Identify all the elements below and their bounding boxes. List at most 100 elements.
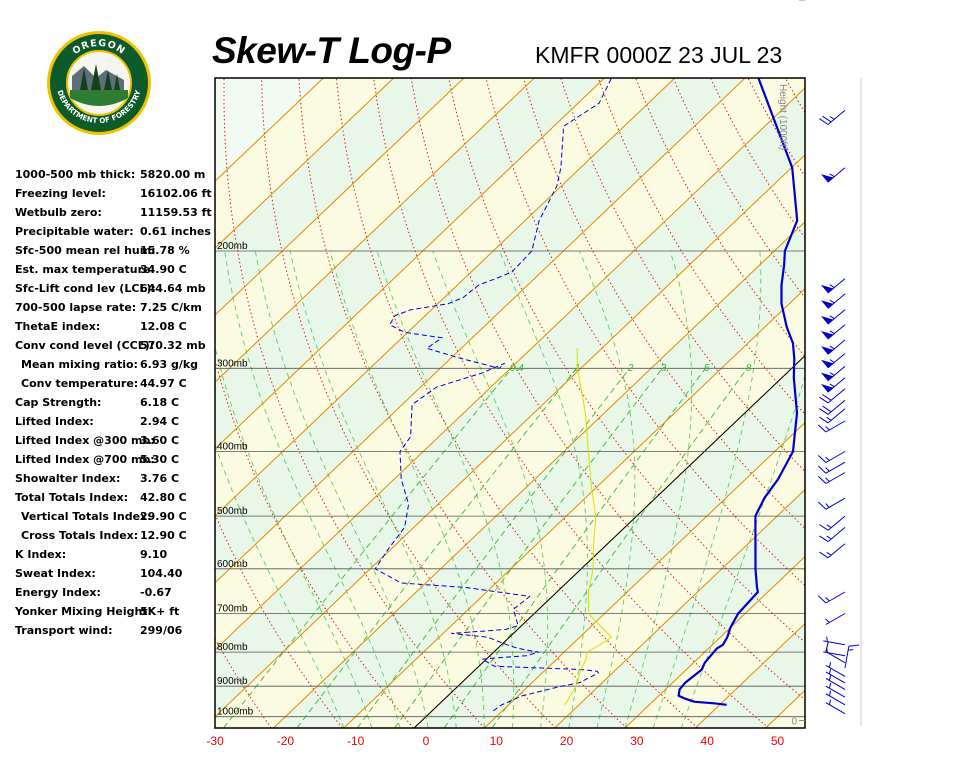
height-tick-label: 10 (786, 0, 798, 3)
pressure-tick-label: 400mb (217, 442, 248, 453)
stat-value: 644.64 mb (140, 282, 206, 295)
stat-row: 1000-500 mb thick: 5820.00 m (15, 168, 215, 187)
wind-barb (825, 668, 846, 684)
mixing-ratio-line (443, 368, 706, 728)
stat-value: 6.18 C (140, 396, 180, 409)
stat-row: Conv temperature: 44.97 C (15, 377, 215, 396)
height-tick-label: 15 (786, 0, 798, 3)
wind-barb (820, 167, 846, 183)
isotherm-line (215, 78, 605, 450)
wind-barb (820, 366, 846, 382)
stat-row: Sfc-Lift cond lev (LCL): 644.64 mb (15, 282, 215, 301)
stat-label: Est. max temperature: (15, 263, 155, 276)
temperature-tick-label: 30 (630, 734, 644, 748)
dry-adiabat-line (335, 78, 699, 728)
temperature-band (215, 154, 805, 728)
wind-barb (819, 109, 846, 125)
height-tick-label: 35 (786, 0, 798, 3)
stat-value: 5.30 C (140, 453, 180, 466)
stat-row: 700-500 lapse rate: 7.25 C/km (15, 301, 215, 320)
isotherm-line (343, 288, 805, 728)
height-tick-label: 0 (791, 717, 797, 728)
stat-label: Yonker Mixing Height: (15, 605, 152, 618)
wind-barb (817, 497, 846, 510)
stat-value: 34.90 C (140, 263, 187, 276)
wind-barb (825, 699, 846, 715)
wind-barb (819, 388, 846, 404)
stat-row: Lifted Index @700 mb: 5.30 C (15, 453, 215, 472)
temperature-tick-label: 10 (490, 734, 504, 748)
freezing-isotherm-line (413, 355, 805, 728)
height-tick-label: 20 (786, 0, 798, 3)
mixing-ratio-line (394, 368, 663, 728)
wind-barb (820, 339, 846, 355)
stat-label: Sfc-500 mean rel hum: (15, 244, 156, 257)
temperature-band (836, 78, 960, 728)
temperature-tick-label: 50 (771, 734, 785, 748)
wind-barb (819, 515, 846, 531)
stat-label: Wetbulb zero: (15, 206, 102, 219)
stat-label: Energy Index: (15, 586, 101, 599)
pressure-tick-label: 900mb (217, 676, 248, 687)
temperature-band (215, 78, 805, 650)
stat-value: 3.76 C (140, 472, 180, 485)
temperature-band (215, 78, 394, 249)
isotherm-line (215, 78, 746, 584)
isotherm-line (215, 78, 394, 249)
dry-adiabat-line (261, 78, 556, 728)
moist-adiabat-line (376, 250, 515, 728)
isotherm-line (215, 78, 465, 316)
mixing-ratio-label: 0.4 (510, 363, 524, 374)
moist-adiabat-line (624, 250, 693, 728)
plot-area: 0.4 1 2 3 5 8 (215, 78, 960, 728)
wind-barb (825, 682, 846, 698)
stat-row: Total Totals Index: 42.80 C (15, 491, 215, 510)
pressure-tick-label: 800mb (217, 642, 248, 653)
pressure-tick-label: 1000mb (217, 707, 254, 718)
wind-barb (820, 278, 846, 294)
wind-barb (817, 461, 846, 474)
dry-adiabat-line (784, 78, 805, 114)
stat-row: Lifted Index: 2.94 C (15, 415, 215, 434)
wind-barb (820, 309, 846, 325)
isotherm-line (215, 78, 535, 383)
stat-row: Cross Totals Index: 12.90 C (15, 529, 215, 548)
stat-row: Sfc-500 mean rel hum: 15.78 % (15, 244, 215, 263)
stat-value: 2.94 C (140, 415, 180, 428)
wind-barb (820, 377, 846, 393)
stat-row: Cap Strength: 6.18 C (15, 396, 215, 415)
stat-label: Showalter Index: (15, 472, 121, 485)
wind-barb (844, 644, 860, 668)
dry-adiabat-line (823, 78, 960, 728)
mixing-ratio-label: 5 (704, 363, 710, 374)
temperature-tick-label: -10 (347, 734, 365, 748)
isotherm-line (215, 154, 805, 718)
stat-label: 700-500 lapse rate: (15, 301, 137, 314)
stat-row: ThetaE index: 12.08 C (15, 320, 215, 339)
stat-value: 570.32 mb (140, 339, 206, 352)
stat-label: Precipitable water: (15, 225, 134, 238)
moist-adiabat-line (579, 250, 636, 728)
isotherm-line (624, 555, 805, 728)
dry-adiabat-line (215, 358, 414, 728)
stat-label: ThetaE index: (15, 320, 101, 333)
wind-barb (819, 399, 846, 415)
wind-barb (823, 636, 846, 646)
temperature-tick-label: -20 (277, 734, 295, 748)
stat-label: Transport wind: (15, 624, 113, 637)
wind-barb (825, 613, 846, 625)
stat-label: Mean mixing ratio: (21, 358, 138, 371)
dry-adiabat-line (935, 78, 960, 728)
temperature-trace (677, 78, 799, 706)
stat-value: 104.40 (140, 567, 183, 580)
stat-value: -0.67 (140, 586, 172, 599)
stat-row: Mean mixing ratio: 6.93 g/kg (15, 358, 215, 377)
stat-label: Cross Totals Index: (21, 529, 139, 542)
wind-barb (823, 647, 846, 657)
stat-label: Freezing level: (15, 187, 106, 200)
stat-row: Freezing level: 16102.06 ft (15, 187, 215, 206)
stat-row: Vertical Totals Index: 29.90 C (15, 510, 215, 529)
parcel-trace (564, 348, 612, 706)
stat-row: Est. max temperature: 34.90 C (15, 263, 215, 282)
dry-adiabat-line (410, 78, 805, 701)
